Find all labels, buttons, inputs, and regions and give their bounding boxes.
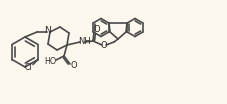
Text: O: O bbox=[100, 40, 107, 50]
Text: O: O bbox=[93, 25, 100, 35]
Text: NH: NH bbox=[78, 38, 91, 46]
Text: HO: HO bbox=[44, 56, 56, 66]
Text: Cl: Cl bbox=[24, 63, 32, 72]
Text: N: N bbox=[44, 26, 51, 35]
Text: O: O bbox=[70, 61, 77, 69]
